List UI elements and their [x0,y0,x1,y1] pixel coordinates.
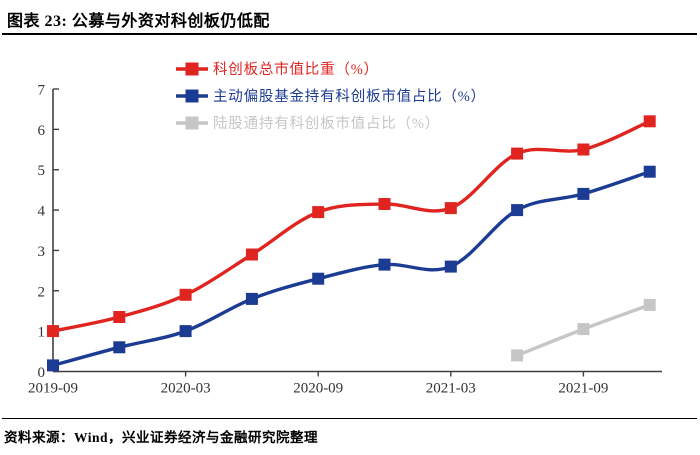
data-point-marker [312,272,325,285]
data-point-marker [577,323,590,336]
data-point-marker [643,298,656,311]
x-tick-label: 2021-09 [558,381,608,397]
data-point-marker [444,202,457,215]
data-point-marker [113,311,126,323]
footer-divider [2,418,697,419]
data-point-marker [47,359,59,372]
data-point-marker [511,349,524,362]
data-point-marker [179,288,192,301]
legend-marker [185,62,199,76]
data-point-marker [577,187,590,200]
title-divider [2,33,697,35]
legend-marker [185,89,199,103]
y-tick-label: 4 [38,204,46,220]
figure-title: 图表 23: 公募与外资对科创板仍低配 [7,13,270,30]
y-tick-label: 3 [38,244,46,260]
legend-label: 科创板总市值比重（%） [213,60,379,78]
y-tick-label: 6 [38,123,46,139]
data-point-marker [643,115,656,128]
y-tick-label: 0 [38,365,46,381]
data-point-marker [245,292,258,305]
series-line [52,170,651,368]
data-point-marker [312,206,325,219]
y-tick-label: 1 [38,325,46,341]
data-point-marker [245,248,258,261]
data-point-marker [444,260,457,273]
legend-label: 陆股通持有科创板市值占比（%） [213,114,440,132]
x-tick-label: 2019-09 [28,381,78,397]
data-point-marker [378,198,391,210]
x-tick-label: 2020-03 [161,381,211,397]
data-point-marker [47,325,59,338]
y-tick-label: 7 [38,83,46,99]
legend-item-active-equity-fund-holding-share: 主动偏股基金持有科创板市值占比（%） [176,87,486,105]
y-tick-label: 2 [38,284,46,300]
y-tick-label: 5 [38,163,46,179]
source-note: 资料来源：Wind，兴业证券经济与金融研究院整理 [4,430,319,445]
data-point-marker [511,147,524,160]
series-star-board-total-cap-share [47,115,656,338]
data-point-marker [113,341,126,354]
data-point-marker [179,325,192,338]
x-tick-label: 2020-09 [293,381,343,397]
series-northbound-holding-share [511,298,656,362]
legend-item-northbound-holding-share: 陆股通持有科创板市值占比（%） [176,114,440,132]
data-point-marker [577,143,590,156]
legend-item-star-board-total-cap-share: 科创板总市值比重（%） [176,60,379,78]
data-point-marker [378,258,391,271]
legend-marker [185,116,199,130]
data-point-marker [643,165,656,178]
legend-label: 主动偏股基金持有科创板市值占比（%） [213,87,486,105]
series-line [52,119,651,333]
data-point-marker [511,204,524,217]
series-active-equity-fund-holding-share [47,165,656,372]
x-tick-label: 2021-03 [426,381,476,397]
